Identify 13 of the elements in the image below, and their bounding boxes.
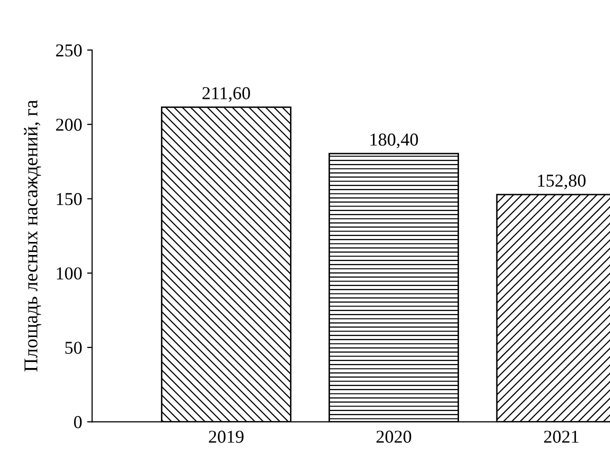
x-tick-label: 2019 xyxy=(208,430,244,443)
data-label: 180,40 xyxy=(370,134,418,148)
y-tick-label: 50 xyxy=(65,342,82,354)
y-tick-label: 250 xyxy=(56,44,82,56)
x-tick-label: 2020 xyxy=(376,430,412,443)
y-tick-label: 150 xyxy=(56,193,82,206)
x-tick-label: 2021 xyxy=(544,430,578,443)
y-tick-label: 200 xyxy=(56,118,82,131)
y-tick-label: 0 xyxy=(74,416,82,428)
y-axis-title: Площадь лесных насаждений, га xyxy=(24,100,42,372)
data-label: 152,80 xyxy=(538,174,586,190)
data-label: 211,60 xyxy=(202,87,250,102)
y-tick-label: 100 xyxy=(56,267,82,280)
